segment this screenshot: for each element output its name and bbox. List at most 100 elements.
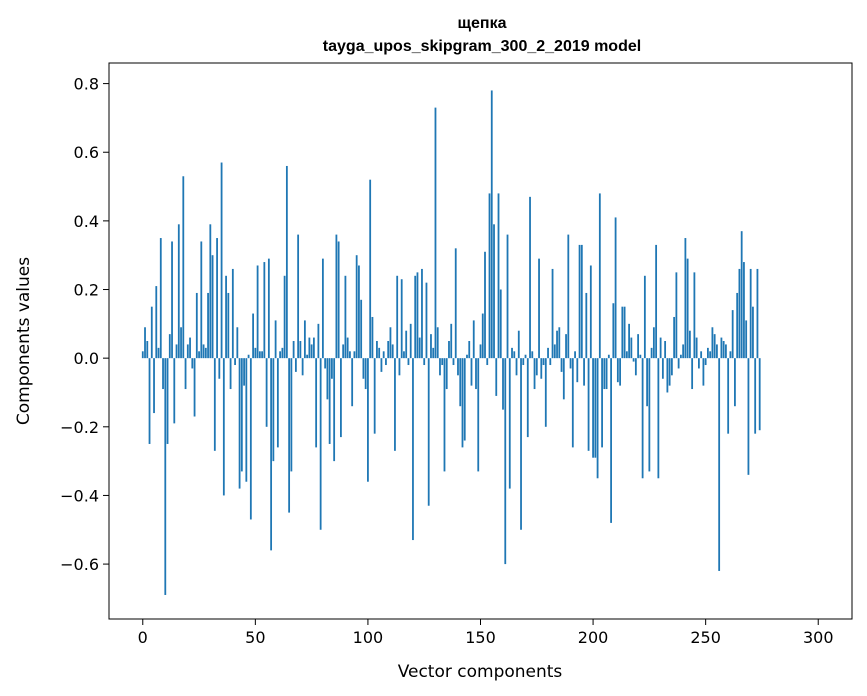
bar-200 (592, 358, 594, 458)
bar-69 (297, 234, 300, 359)
bar-247 (698, 358, 700, 369)
bar-241 (684, 238, 687, 359)
bar-65 (288, 358, 291, 513)
bar-130 (434, 107, 437, 359)
bar-61 (279, 351, 282, 359)
bar-273 (756, 268, 759, 359)
bar-126 (425, 282, 428, 359)
bar-102 (371, 316, 374, 359)
bar-199 (589, 265, 592, 359)
bars-group (141, 90, 761, 595)
bar-80 (321, 258, 324, 359)
chart-subtitle: tayga_upos_skipgram_300_2_2019 model (323, 38, 641, 55)
ticks-group: 0 50 100 150 200 250 300 −0.6 −0.4 −0.2 0.0 0.2 0.4 0… (60, 75, 833, 647)
bar-72 (303, 320, 306, 359)
bar-37 (225, 275, 227, 359)
bar-73 (306, 354, 309, 359)
bar-227 (652, 327, 655, 359)
bar-99 (364, 358, 367, 390)
bar-235 (670, 358, 673, 376)
bar-133 (441, 358, 444, 366)
bar-242 (686, 258, 689, 359)
bar-196 (583, 358, 585, 386)
bar-107 (382, 351, 385, 359)
bar-174 (533, 358, 536, 390)
bar-75 (310, 344, 313, 359)
bar-259 (725, 344, 727, 359)
bar-203 (598, 193, 601, 359)
bar-93 (351, 358, 354, 407)
bar-220 (637, 334, 640, 359)
bar-268 (745, 320, 748, 359)
bar-121 (414, 275, 417, 359)
bar-42 (236, 327, 239, 359)
bar-95 (355, 255, 358, 359)
bar-83 (328, 358, 331, 444)
bar-208 (610, 358, 612, 523)
bar-212 (619, 358, 621, 386)
bar-54 (263, 262, 266, 359)
bar-236 (673, 316, 676, 359)
bar-4 (150, 306, 153, 359)
bar-177 (540, 358, 543, 379)
x-tick-label-0: 0 (138, 628, 148, 647)
bar-260 (727, 358, 730, 434)
bar-124 (421, 268, 423, 359)
bar-1 (144, 327, 146, 359)
bar-140 (457, 358, 459, 376)
bar-0 (141, 351, 144, 359)
bar-258 (722, 341, 725, 359)
bar-161 (504, 358, 507, 565)
bar-253 (711, 327, 714, 359)
bar-266 (740, 231, 743, 359)
bar-67 (292, 341, 295, 359)
bar-217 (630, 337, 633, 359)
bar-206 (605, 358, 608, 390)
bar-233 (666, 358, 669, 393)
bar-101 (369, 179, 372, 359)
bar-116 (403, 351, 405, 359)
bar-114 (398, 358, 401, 376)
bar-105 (378, 347, 381, 359)
bar-183 (553, 344, 556, 359)
bar-239 (679, 354, 682, 359)
x-tick-label-100: 100 (353, 628, 384, 647)
bar-194 (578, 244, 581, 359)
bar-96 (358, 265, 360, 359)
bar-3 (148, 358, 151, 444)
bar-118 (407, 358, 410, 366)
bar-74 (308, 337, 311, 359)
bar-113 (396, 275, 399, 359)
bar-155 (490, 90, 493, 359)
bar-252 (709, 351, 712, 359)
bar-49 (252, 313, 254, 359)
bar-129 (432, 347, 435, 359)
bar-56 (267, 258, 270, 359)
bar-78 (317, 323, 320, 359)
bar-55 (265, 358, 268, 427)
bar-9 (162, 358, 164, 390)
bar-219 (634, 358, 637, 376)
bar-265 (738, 268, 741, 359)
bar-108 (385, 358, 387, 366)
bar-24 (195, 292, 198, 359)
x-tick-label-150: 150 (465, 628, 496, 647)
bar-104 (376, 341, 378, 359)
bar-77 (315, 358, 318, 448)
bar-222 (641, 358, 644, 479)
bar-90 (344, 275, 347, 359)
bar-215 (625, 351, 628, 359)
bar-27 (202, 344, 205, 359)
bar-82 (326, 358, 329, 400)
bar-193 (576, 358, 579, 383)
bar-131 (436, 327, 439, 359)
bar-11 (166, 358, 169, 444)
bar-173 (531, 351, 534, 359)
bar-81 (324, 358, 327, 369)
x-tick-label-300: 300 (803, 628, 834, 647)
bar-68 (294, 358, 297, 372)
bar-256 (718, 358, 721, 571)
bar-46 (245, 358, 248, 482)
bar-6 (155, 286, 158, 359)
bar-270 (749, 268, 752, 359)
